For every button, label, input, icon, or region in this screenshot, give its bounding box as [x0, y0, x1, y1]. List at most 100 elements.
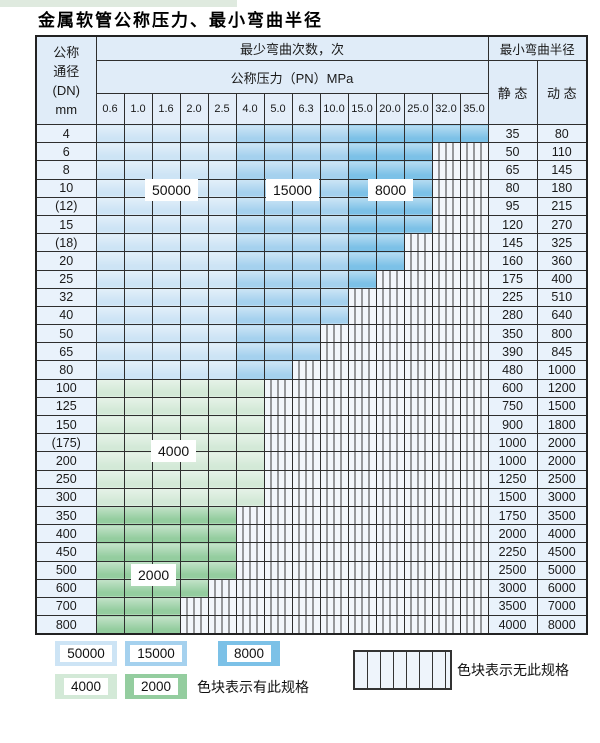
no-spec-cell [319, 451, 349, 471]
spec-available-cell [235, 360, 265, 380]
no-spec-cell [431, 396, 461, 417]
no-spec-cell [319, 615, 349, 635]
spec-available-cell [207, 142, 237, 162]
spec-available-cell [95, 360, 125, 380]
no-spec-cell [403, 396, 433, 417]
spec-available-cell [375, 233, 405, 253]
no-spec-cell [319, 505, 349, 526]
static-radius-cell: 2250 [487, 542, 538, 562]
spec-available-cell [319, 287, 349, 307]
spec-available-cell [291, 287, 321, 307]
spec-available-cell [403, 214, 433, 235]
no-spec-cell [459, 414, 489, 435]
pressure-column-header: 20.0 [375, 93, 405, 125]
no-spec-cell [235, 505, 265, 526]
spec-available-cell [207, 305, 237, 326]
static-radius-cell: 4000 [487, 615, 538, 635]
no-spec-cell [403, 269, 433, 289]
table-row: 8 65 145 [35, 160, 588, 180]
no-spec-cell [431, 560, 461, 580]
table-row: 4 35 80 [35, 123, 588, 144]
dynamic-radius-cell: 510 [536, 287, 588, 307]
dynamic-radius-cell: 145 [536, 160, 588, 180]
no-spec-cell [375, 615, 405, 635]
spec-available-cell [263, 287, 293, 307]
no-spec-cell [403, 305, 433, 326]
spec-available-cell [151, 469, 181, 489]
spec-available-cell [95, 142, 125, 162]
nominal-pressure-header: 公称压力（PN）MPa [95, 60, 489, 94]
spec-available-cell [151, 342, 181, 362]
no-spec-cell [375, 560, 405, 580]
no-spec-cell [403, 578, 433, 598]
table-row: 200 1000 2000 [35, 451, 588, 471]
spec-available-cell [263, 324, 293, 344]
pressure-column-header: 2.0 [179, 93, 209, 125]
no-spec-cell [263, 524, 293, 544]
spec-available-cell [95, 487, 125, 507]
spec-available-cell [95, 233, 125, 253]
spec-available-cell [375, 142, 405, 162]
no-spec-cell [459, 560, 489, 580]
no-spec-cell [263, 451, 293, 471]
dn-cell: (18) [35, 233, 97, 253]
spec-available-cell [235, 451, 265, 471]
pressure-column-header: 1.6 [151, 93, 181, 125]
spec-available-cell [207, 560, 237, 580]
table-row: 300 1500 3000 [35, 487, 588, 507]
spec-available-cell [235, 342, 265, 362]
spec-available-cell [403, 142, 433, 162]
no-spec-cell [459, 596, 489, 617]
no-spec-cell [459, 233, 489, 253]
spec-available-cell [263, 269, 293, 289]
static-radius-cell: 350 [487, 324, 538, 344]
no-spec-cell [459, 324, 489, 344]
no-spec-cell [347, 615, 377, 635]
no-spec-cell [403, 596, 433, 617]
spec-available-cell [151, 251, 181, 271]
dn-cell: 50 [35, 324, 97, 344]
dynamic-radius-cell: 5000 [536, 560, 588, 580]
no-spec-cell [319, 487, 349, 507]
dynamic-radius-cell: 400 [536, 269, 588, 289]
spec-available-cell [179, 196, 209, 216]
spec-available-cell [319, 269, 349, 289]
spec-available-cell [123, 524, 153, 544]
spec-available-cell [347, 160, 377, 180]
spec-available-cell [179, 342, 209, 362]
static-radius-cell: 390 [487, 342, 538, 362]
dynamic-radius-cell: 1200 [536, 378, 588, 398]
spec-available-cell [151, 487, 181, 507]
no-spec-cell [431, 342, 461, 362]
no-spec-cell [459, 396, 489, 417]
spec-available-cell [207, 214, 237, 235]
no-spec-cell [291, 615, 321, 635]
no-spec-cell [347, 396, 377, 417]
spec-available-cell [235, 414, 265, 435]
spec-available-cell [375, 123, 405, 144]
no-spec-cell [375, 287, 405, 307]
spec-available-cell [235, 433, 265, 453]
spec-available-cell [151, 142, 181, 162]
dynamic-radius-cell: 8000 [536, 615, 588, 635]
corner-line: (DN) [52, 82, 80, 98]
spec-available-cell [179, 287, 209, 307]
pressure-column-header: 35.0 [459, 93, 489, 125]
table-row: 65 390 845 [35, 342, 588, 362]
no-spec-cell [263, 414, 293, 435]
no-spec-cell [403, 469, 433, 489]
no-spec-cell [431, 178, 461, 198]
dynamic-radius-cell: 845 [536, 342, 588, 362]
spec-available-cell [179, 160, 209, 180]
no-spec-cell [459, 378, 489, 398]
spec-available-cell [207, 233, 237, 253]
spec-available-cell [95, 324, 125, 344]
spec-available-cell [179, 469, 209, 489]
legend-swatch-label: 15000 [130, 645, 182, 662]
no-spec-cell [263, 487, 293, 507]
no-spec-cell [403, 542, 433, 562]
table-row: 125 750 1500 [35, 396, 588, 417]
dynamic-radius-cell: 215 [536, 196, 588, 216]
table-row: 450 2250 4500 [35, 542, 588, 562]
dynamic-radius-cell: 2000 [536, 451, 588, 471]
